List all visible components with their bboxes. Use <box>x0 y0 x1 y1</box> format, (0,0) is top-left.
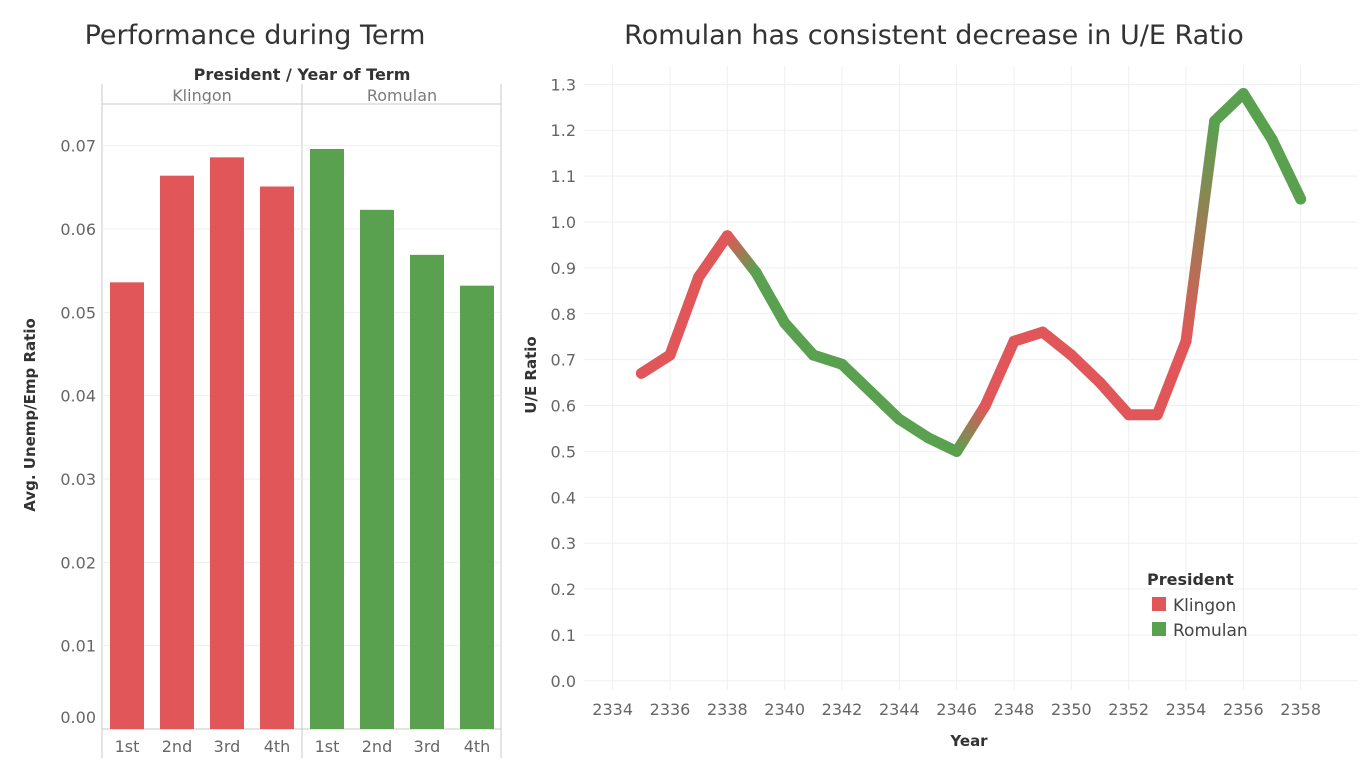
line-y-tick-label: 0.5 <box>551 442 576 461</box>
line-segment-2336-2337 <box>664 271 705 361</box>
bar-x-tick-label: 1st <box>115 737 140 756</box>
legend-title: President <box>1147 570 1234 589</box>
line-x-tick-label: 2354 <box>1166 700 1207 719</box>
legend-swatch-klingon <box>1152 597 1166 611</box>
line-segment-2335-2336 <box>635 349 676 379</box>
bar-y-tick-label: 0.00 <box>60 708 96 727</box>
line-segment-2346-2347 <box>951 400 991 457</box>
bar-romulan-4th <box>460 285 494 729</box>
line-x-tick-label: 2342 <box>822 700 863 719</box>
pane-label-klingon: Klingon <box>172 86 232 105</box>
bar-romulan-1st <box>310 149 344 729</box>
line-segment-2353-2354 <box>1151 335 1192 421</box>
line-chart-y-ticks: 0.0 0.1 0.2 0.3 0.4 0.5 0.6 0.7 0.8 0.9 1.0 1.1 1.2 1… <box>551 75 576 690</box>
bar-klingon-3rd <box>210 157 244 730</box>
line-x-tick-label: 2352 <box>1108 700 1149 719</box>
bar-chart-bars <box>110 149 494 730</box>
line-segment-2340-2341 <box>779 317 819 361</box>
line-segment-2339-2340 <box>750 266 791 329</box>
bar-y-tick-label: 0.01 <box>60 637 96 656</box>
line-segment-2343-2344 <box>865 386 905 425</box>
line-segment-2356-2357 <box>1237 88 1278 145</box>
line-segment-2344-2345 <box>893 413 934 444</box>
bar-y-tick-label: 0.02 <box>60 553 96 572</box>
line-y-tick-label: 0.3 <box>551 534 576 553</box>
bar-y-tick-label: 0.06 <box>60 220 96 239</box>
line-y-tick-label: 1.0 <box>551 213 576 232</box>
bar-x-tick-label: 2nd <box>162 737 192 756</box>
line-x-tick-label: 2356 <box>1223 700 1264 719</box>
line-segment-2338-2339 <box>721 230 762 278</box>
bar-x-tick-label: 4th <box>264 737 291 756</box>
line-y-tick-label: 0.2 <box>551 580 576 599</box>
line-y-tick-label: 0.0 <box>551 672 576 691</box>
line-x-tick-label: 2340 <box>764 700 805 719</box>
line-chart-title: Romulan has consistent decrease in U/E R… <box>624 20 1244 51</box>
legend: President Klingon Romulan <box>1147 570 1248 641</box>
line-chart-y-axis-label: U/E Ratio <box>522 336 540 413</box>
line-chart-gridlines <box>584 66 1358 690</box>
line-segment-2351-2352 <box>1094 377 1135 421</box>
line-x-tick-label: 2346 <box>936 700 977 719</box>
line-chart-x-ticks: 2334 2336 2338 2340 2342 2344 2346 2348 2350 2352… <box>592 700 1321 719</box>
line-segment-2342-2343 <box>836 358 877 398</box>
bar-klingon-4th <box>260 186 294 729</box>
line-segment-2337-2338 <box>693 230 733 283</box>
bar-x-tick-label: 3rd <box>414 737 441 756</box>
bar-y-tick-label: 0.04 <box>60 387 96 406</box>
bar-chart-header: President / Year of Term <box>194 65 411 84</box>
line-y-tick-label: 0.7 <box>551 351 576 370</box>
bar-klingon-2nd <box>160 175 194 729</box>
line-chart-x-axis-label: Year <box>949 732 988 750</box>
bar-romulan-3rd <box>410 254 444 730</box>
line-y-tick-label: 1.1 <box>551 167 576 186</box>
legend-label-romulan: Romulan <box>1173 621 1248 641</box>
bar-x-tick-label: 4th <box>464 737 491 756</box>
pane-label-romulan: Romulan <box>367 86 437 105</box>
legend-swatch-romulan <box>1152 622 1166 636</box>
bar-y-tick-label: 0.07 <box>60 137 96 156</box>
line-chart-series <box>635 88 1307 457</box>
bar-chart-y-ticks: 0.00 0.01 0.02 0.03 0.04 0.05 0.06 0.07 <box>60 137 96 727</box>
line-y-tick-label: 0.6 <box>551 397 576 416</box>
line-x-tick-label: 2348 <box>994 700 1035 719</box>
bar-chart-x-ticks: 1st 2nd 3rd 4th 1st 2nd 3rd 4th <box>115 737 491 756</box>
bar-chart-title: Performance during Term <box>85 20 426 51</box>
bar-y-tick-label: 0.03 <box>60 470 96 489</box>
bar-x-tick-label: 3rd <box>214 737 241 756</box>
line-x-tick-label: 2334 <box>592 700 633 719</box>
line-segment-2354-2355 <box>1180 115 1221 347</box>
bar-romulan-2nd <box>360 209 394 730</box>
line-y-tick-label: 1.3 <box>551 75 576 94</box>
legend-label-klingon: Klingon <box>1173 596 1236 616</box>
bar-x-tick-label: 2nd <box>362 737 392 756</box>
line-x-tick-label: 2338 <box>707 700 748 719</box>
line-x-tick-label: 2358 <box>1280 700 1321 719</box>
line-y-tick-label: 0.1 <box>551 626 576 645</box>
line-segment-2350-2351 <box>1065 349 1106 389</box>
bar-chart-y-axis-label: Avg. Unemp/Emp Ratio <box>21 318 39 512</box>
line-x-tick-label: 2350 <box>1051 700 1092 719</box>
line-segment-2357-2358 <box>1266 133 1307 205</box>
bar-klingon-1st <box>110 282 144 729</box>
line-x-tick-label: 2336 <box>650 700 691 719</box>
line-y-tick-label: 0.4 <box>551 488 576 507</box>
bar-x-tick-label: 1st <box>315 737 340 756</box>
line-segment-2349-2350 <box>1037 326 1077 361</box>
line-segment-2355-2356 <box>1209 88 1249 127</box>
line-y-tick-label: 0.9 <box>551 259 576 278</box>
line-segment-2347-2348 <box>979 335 1020 412</box>
bar-y-tick-label: 0.05 <box>60 303 96 322</box>
line-x-tick-label: 2344 <box>879 700 920 719</box>
line-y-tick-label: 0.8 <box>551 305 576 324</box>
line-y-tick-label: 1.2 <box>551 121 576 140</box>
